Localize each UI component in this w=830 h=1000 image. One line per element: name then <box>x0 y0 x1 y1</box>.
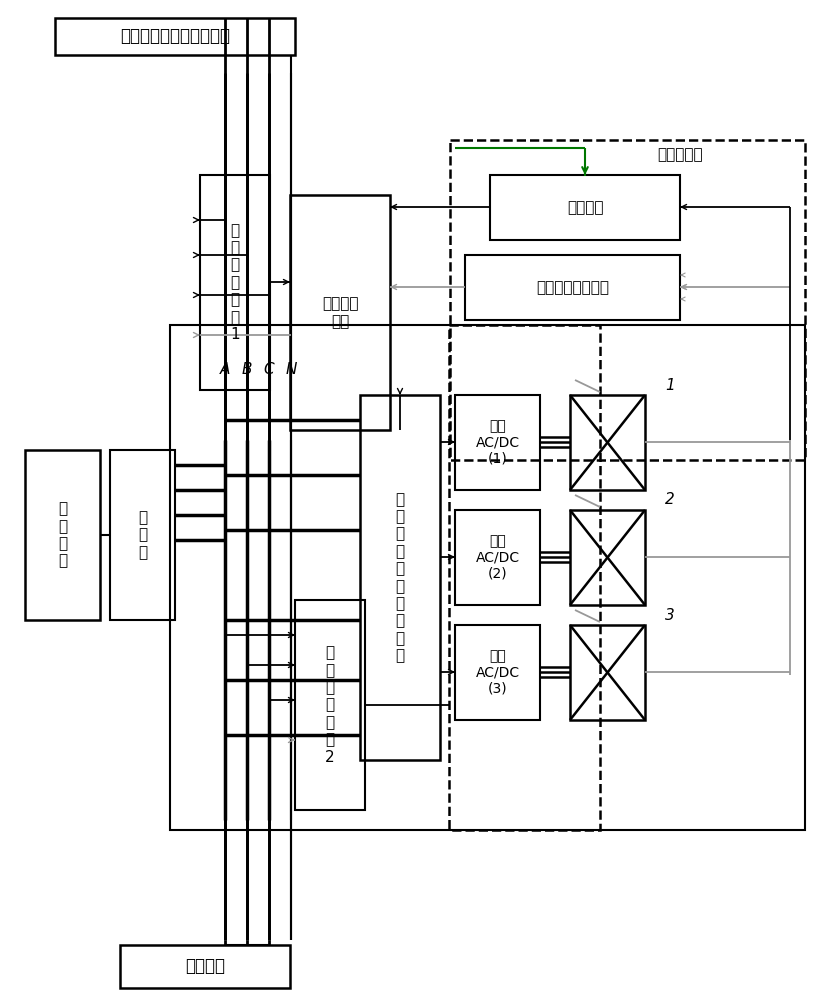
Bar <box>455 395 540 490</box>
Bar <box>465 255 680 320</box>
Text: N: N <box>286 362 296 377</box>
Text: 计算模块: 计算模块 <box>567 200 603 215</box>
Text: 选
择
接
入
动
作
执
行
装
置: 选 择 接 入 动 作 执 行 装 置 <box>395 492 404 663</box>
Text: 并
网
柜: 并 网 柜 <box>138 510 147 560</box>
Bar <box>570 625 645 720</box>
Bar <box>290 195 390 430</box>
Bar <box>120 945 290 988</box>
Text: 可再生能源交流发电系统: 可再生能源交流发电系统 <box>120 27 230 45</box>
Bar <box>25 450 100 620</box>
Text: 交流负载: 交流负载 <box>185 958 225 976</box>
Text: 1: 1 <box>665 377 675 392</box>
Bar <box>449 325 600 830</box>
Bar <box>490 175 680 240</box>
Text: 双向
AC/DC
(3): 双向 AC/DC (3) <box>476 649 520 696</box>
Bar <box>55 18 295 55</box>
Bar <box>200 175 270 390</box>
Bar <box>570 395 645 490</box>
Text: 双向
AC/DC
(1): 双向 AC/DC (1) <box>476 419 520 466</box>
Bar <box>570 510 645 605</box>
Text: 交
流
电
网: 交 流 电 网 <box>58 501 67 569</box>
Bar <box>455 510 540 605</box>
Text: 比较决策
模块: 比较决策 模块 <box>322 296 359 329</box>
Text: B: B <box>242 362 252 377</box>
Bar <box>110 450 175 620</box>
Bar <box>360 395 440 760</box>
Bar <box>455 625 540 720</box>
Text: 3: 3 <box>665 607 675 622</box>
Text: A: A <box>220 362 230 377</box>
Bar <box>450 140 805 460</box>
Text: 能量路由器: 能量路由器 <box>657 147 703 162</box>
Text: C: C <box>264 362 274 377</box>
Text: 荷电状态检测模块: 荷电状态检测模块 <box>536 280 609 295</box>
Text: 2: 2 <box>665 492 675 508</box>
Text: 功
率
采
集
模
块
2: 功 率 采 集 模 块 2 <box>325 645 334 765</box>
Text: 功
率
采
集
模
块
1: 功 率 采 集 模 块 1 <box>230 223 240 342</box>
Bar <box>295 600 365 810</box>
Bar <box>170 325 805 830</box>
Text: 双向
AC/DC
(2): 双向 AC/DC (2) <box>476 534 520 581</box>
